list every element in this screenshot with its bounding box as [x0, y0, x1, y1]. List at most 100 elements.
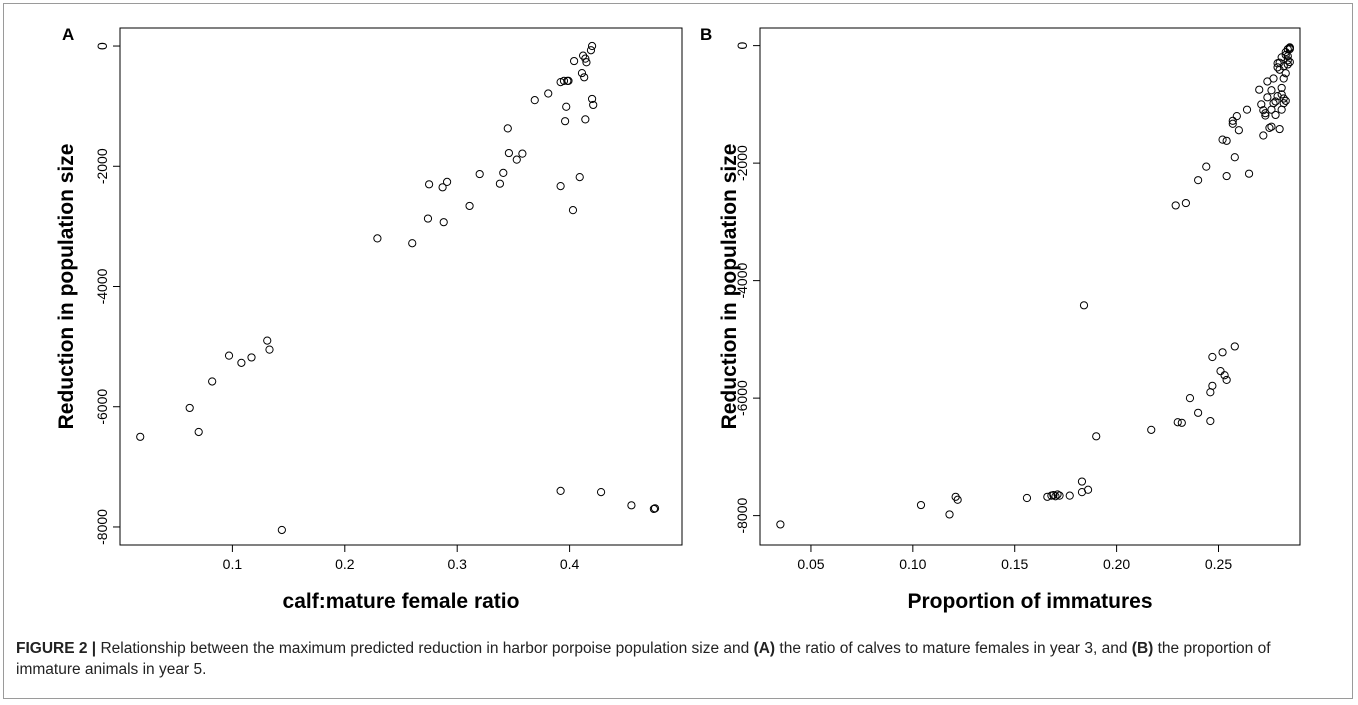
figure-frame — [3, 3, 1353, 699]
data-point — [1281, 96, 1290, 105]
data-point — [1281, 47, 1290, 57]
data-point — [1271, 110, 1280, 120]
data-point — [136, 432, 145, 441]
data-point — [1283, 56, 1292, 65]
data-point — [277, 525, 286, 535]
data-point — [559, 76, 569, 86]
data-point — [1065, 491, 1074, 500]
data-point — [495, 179, 505, 188]
data-point — [1194, 176, 1203, 185]
data-point — [1194, 408, 1203, 417]
y-tick-label: -8000 — [94, 509, 110, 545]
data-point — [518, 149, 527, 158]
data-point — [1281, 50, 1290, 60]
data-point — [373, 234, 382, 243]
data-point — [194, 427, 203, 437]
x-tick-label: 0.4 — [560, 556, 580, 572]
data-point — [569, 56, 579, 66]
data-point — [587, 94, 597, 104]
chart-panel-a: A 0.1 0.2 0.3 0.4 0 -2000 -4000 -6000 -8000 calf:m… — [55, 25, 683, 613]
y-tick-label: -4000 — [734, 263, 750, 299]
data-point — [1257, 100, 1266, 109]
data-point — [1228, 119, 1237, 128]
data-point — [442, 177, 452, 186]
data-point — [1242, 105, 1252, 114]
data-point — [423, 214, 433, 223]
data-point — [425, 180, 434, 189]
data-point — [945, 510, 954, 519]
x-tick-label: 0.3 — [447, 556, 467, 572]
data-point — [586, 46, 596, 55]
data-point — [1079, 301, 1089, 310]
data-point — [582, 58, 591, 67]
data-point — [1283, 60, 1292, 69]
y-tick-label: 0 — [734, 42, 750, 50]
x-axis-title: calf:mature female ratio — [283, 590, 520, 613]
data-point — [564, 76, 573, 86]
data-point — [1049, 490, 1058, 500]
data-point — [185, 403, 194, 413]
data-point — [1259, 131, 1268, 140]
data-point — [561, 117, 570, 126]
data-point — [1273, 59, 1282, 68]
data-point — [530, 96, 539, 105]
x-tick-label: 0.15 — [1001, 556, 1028, 572]
data-point — [1232, 112, 1241, 121]
data-point — [439, 218, 448, 227]
caption-text: Relationship between the maximum predict… — [16, 640, 1271, 678]
data-point — [916, 500, 926, 510]
x-axis-title: Proportion of immatures — [907, 590, 1152, 613]
data-point — [1216, 367, 1225, 376]
data-point — [1043, 492, 1052, 501]
chart-panel-b: B 0.05 0.10 0.15 0.20 0.25 0 -2000 -4000 -6000 -80… — [700, 25, 1301, 613]
data-point — [1222, 136, 1231, 145]
data-point — [1273, 63, 1282, 72]
data-point — [1177, 418, 1186, 427]
y-tick-label: 0 — [94, 42, 110, 50]
data-point — [568, 206, 578, 215]
data-point — [1261, 109, 1270, 118]
data-point — [499, 168, 508, 177]
data-point — [1279, 99, 1288, 108]
data-point — [247, 353, 256, 362]
data-point — [438, 183, 447, 192]
panel-letter: B — [700, 25, 712, 44]
y-tick-label: -6000 — [734, 380, 750, 416]
data-point — [1147, 425, 1156, 434]
data-point — [1267, 105, 1276, 114]
data-point — [580, 73, 589, 82]
data-point — [265, 345, 274, 354]
data-point — [544, 89, 553, 98]
data-point — [1277, 83, 1286, 93]
caption-fragment: the ratio of calves to mature females in… — [775, 640, 1132, 657]
caption-label: FIGURE 2 | — [16, 640, 97, 657]
data-point — [465, 201, 474, 211]
data-point — [1173, 418, 1182, 427]
data-point — [1267, 122, 1276, 131]
data-point — [575, 172, 584, 182]
data-point — [577, 68, 587, 78]
data-point — [581, 115, 590, 124]
data-point — [1181, 198, 1190, 208]
y-tick-label: -2000 — [734, 145, 750, 181]
x-tick-label: 0.10 — [899, 556, 926, 572]
y-tick-label: -8000 — [734, 498, 750, 534]
data-point — [1083, 485, 1093, 494]
figure-caption: FIGURE 2 | Relationship between the maxi… — [16, 638, 1336, 680]
data-point — [1077, 477, 1087, 486]
data-point — [1222, 171, 1231, 181]
data-point — [1055, 491, 1064, 500]
y-tick-label: -2000 — [94, 148, 110, 184]
data-point — [1285, 57, 1294, 67]
x-tick-label: 0.1 — [223, 556, 243, 572]
caption-panel-ref: (B) — [1131, 640, 1154, 657]
data-point — [556, 486, 565, 495]
data-point — [562, 102, 571, 111]
data-point — [512, 155, 521, 164]
data-point — [627, 501, 636, 510]
data-point — [263, 336, 272, 345]
data-point — [1265, 123, 1274, 132]
x-tick-label: 0.05 — [797, 556, 824, 572]
data-point — [1220, 371, 1229, 380]
data-point — [1285, 43, 1294, 52]
